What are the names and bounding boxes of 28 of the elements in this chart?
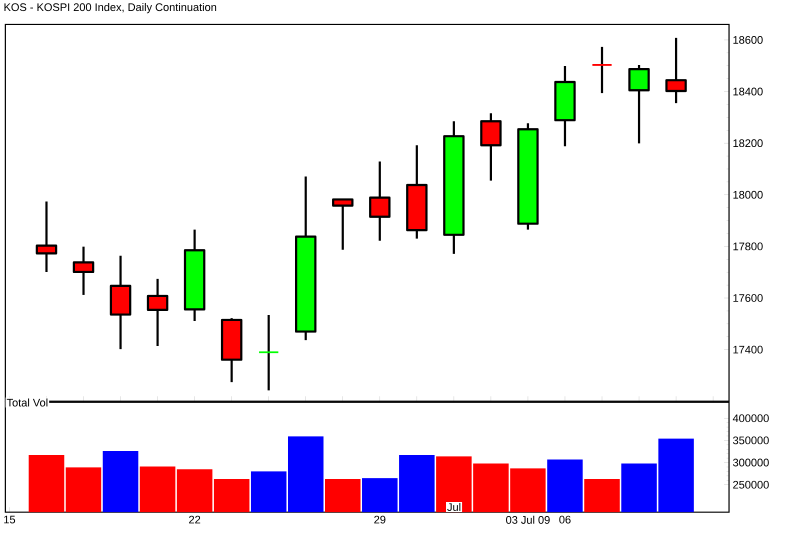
y-tick-label: 18000 [733, 190, 763, 199]
y-tick-label: 17600 [733, 294, 763, 302]
y-tick-label: 400000 [732, 414, 769, 422]
x-tick-label: 22 [189, 516, 200, 524]
candlestick [332, 197, 354, 251]
x-tick-label: 06 [559, 516, 571, 524]
candlestick [628, 64, 650, 144]
y-tick-label: 17400 [733, 346, 763, 354]
x-tick-label: 15 [4, 516, 16, 524]
chart-title: Total Vol [6, 398, 48, 406]
candlestick [258, 314, 280, 392]
x-tick-label: 29 [374, 516, 386, 524]
y-tick-label: 300000 [732, 458, 769, 466]
candlestick [146, 278, 168, 348]
x-tick-label: 03 Jul 09 [506, 516, 550, 524]
candlestick [36, 200, 58, 273]
candlestick [72, 245, 94, 296]
y-tick-label: 17800 [733, 242, 763, 250]
y-tick-label: 18200 [733, 139, 763, 147]
y-tick-label: 350000 [732, 436, 769, 444]
chart-title: KOS - KOSPI 200 Index, Daily Continuation [4, 2, 216, 14]
candlestick [591, 46, 613, 94]
y-tick-label: 18600 [733, 36, 763, 44]
annotation: Jul [447, 502, 460, 511]
y-tick-label: 18400 [733, 88, 763, 96]
candlestick [665, 36, 687, 104]
candlestick [369, 160, 391, 242]
y-tick-label: 250000 [733, 480, 769, 489]
